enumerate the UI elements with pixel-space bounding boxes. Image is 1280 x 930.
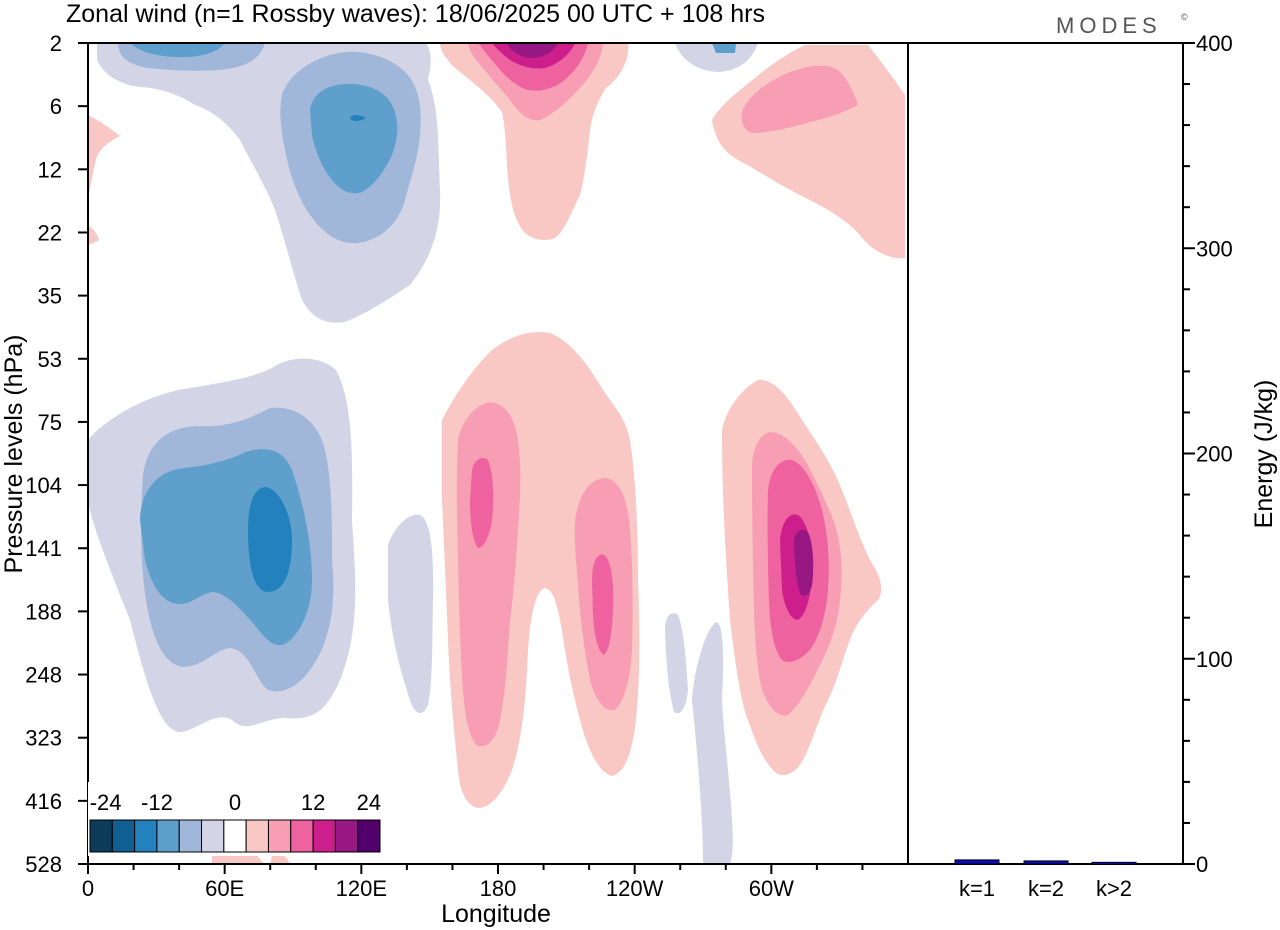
x-axis-label: Longitude: [441, 900, 551, 928]
y-tick-label: 35: [38, 284, 62, 309]
x-tick-label: 180: [480, 876, 517, 901]
contour-plot: [87, 42, 909, 865]
y-tick-label: 53: [38, 347, 62, 372]
energy-category-label: k=2: [1028, 876, 1064, 901]
energy-bar: [1023, 860, 1069, 865]
negative-filament-228b: [692, 622, 733, 864]
energy-bar: [1091, 861, 1137, 865]
energy-tick-label: 400: [1196, 31, 1233, 56]
brand-logo: MODES: [1056, 13, 1162, 38]
negative-filament-145: [388, 514, 434, 714]
energy-panel: 0 100 200 300 400 k=1 k=2 k>2 Energy (J/kg): [908, 31, 1278, 901]
y-tick-label: 528: [25, 852, 62, 877]
energy-tick-label: 100: [1196, 647, 1233, 672]
y-tick-label: 248: [25, 663, 62, 688]
y-tick-label: 6: [50, 94, 62, 119]
negative-anomaly-lower-west: [88, 358, 356, 732]
negative-anomaly-upper: [97, 43, 758, 323]
colorbar-swatch: [201, 819, 225, 853]
y-tick-label: 323: [25, 726, 62, 751]
y-axis-label: Pressure levels (hPa): [0, 335, 28, 574]
x-tick-label: 0: [82, 876, 94, 901]
x-tick-label: 120E: [336, 876, 387, 901]
positive-anomaly-upper: [88, 43, 905, 259]
positive-anomaly-lower: [212, 332, 882, 864]
energy-category-label: k>2: [1096, 876, 1132, 901]
colorbar-swatch: [267, 819, 292, 853]
x-tick-label: 120W: [606, 876, 664, 901]
colorbar-swatch: [223, 819, 247, 853]
y-tick-label: 12: [38, 157, 62, 182]
colorbar: -24 -12 0 12 24: [88, 782, 382, 856]
energy-tick-label: 200: [1196, 442, 1233, 467]
colorbar-label: 0: [229, 790, 241, 815]
energy-axis-label: Energy (J/kg): [1250, 380, 1278, 529]
energy-tick-label: 300: [1196, 236, 1233, 261]
colorbar-swatch: [111, 819, 136, 853]
negative-filament-228a: [665, 613, 688, 714]
colorbar-label: -12: [141, 790, 173, 815]
colorbar-swatch: [178, 819, 203, 853]
y-tick-label: 188: [25, 599, 62, 624]
colorbar-label: 24: [357, 790, 381, 815]
colorbar-swatch: [334, 819, 359, 853]
colorbar-swatch: [245, 819, 269, 853]
brand-mark: ©: [1181, 12, 1188, 22]
x-axis: 0 60E 120E 180 120W 60W: [82, 864, 864, 901]
energy-bar: [954, 859, 1000, 865]
colorbar-swatch: [89, 819, 113, 853]
y-tick-label: 104: [25, 473, 62, 498]
colorbar-swatch: [156, 819, 180, 853]
y-tick-label: 416: [25, 789, 62, 814]
chart-title: Zonal wind (n=1 Rossby waves): 18/06/202…: [66, 0, 765, 28]
contour-neg-16: [248, 487, 292, 592]
colorbar-swatch: [290, 819, 314, 853]
x-tick-label: 60E: [205, 876, 244, 901]
energy-ticks: 0 100 200 300 400: [1183, 31, 1233, 877]
colorbar-swatch: [312, 819, 336, 853]
energy-bars: k=1 k=2 k>2: [954, 859, 1137, 901]
x-tick-label: 60W: [749, 876, 794, 901]
colorbar-swatch: [357, 819, 381, 853]
colorbar-label: 12: [301, 790, 325, 815]
y-tick-label: 141: [25, 536, 62, 561]
y-axis: 2 6 12 22 35 53 75 104 141 188 248 323 416 528: [25, 31, 88, 877]
colorbar-swatch: [134, 819, 158, 853]
y-tick-label: 22: [38, 220, 62, 245]
colorbar-label: -24: [90, 790, 122, 815]
y-tick-label: 75: [38, 410, 62, 435]
y-tick-label: 2: [50, 31, 62, 56]
energy-category-label: k=1: [959, 876, 995, 901]
energy-tick-label: 0: [1196, 852, 1208, 877]
